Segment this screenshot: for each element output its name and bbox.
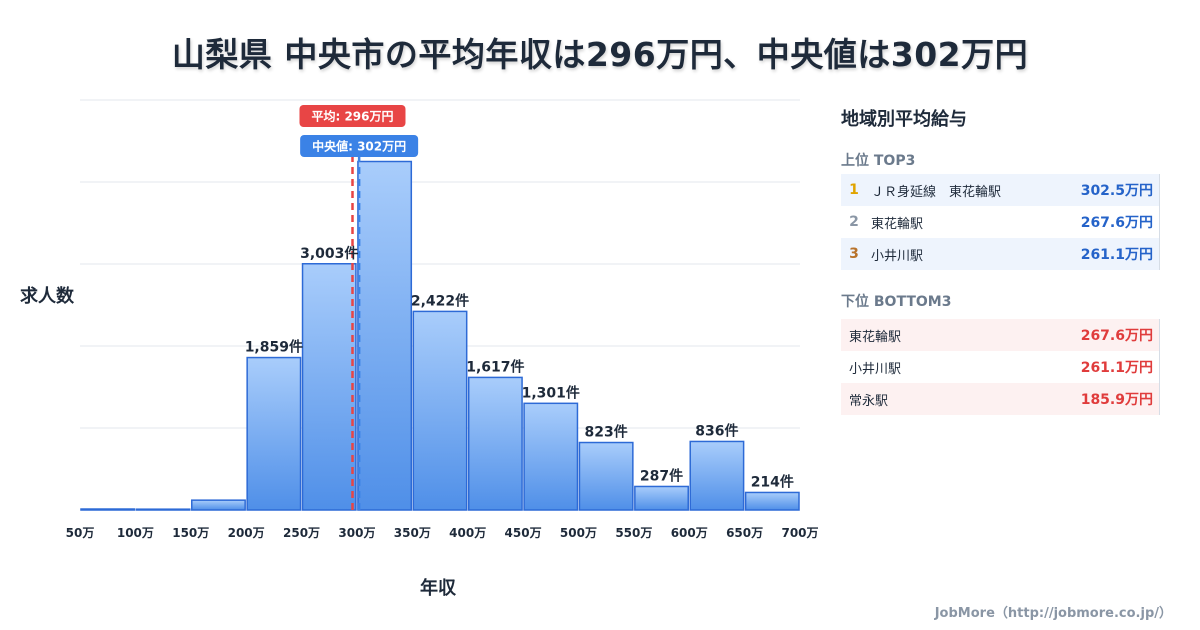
histogram-bar	[191, 499, 246, 511]
histogram-bar	[357, 160, 413, 511]
histogram-bar	[634, 485, 689, 511]
bottom-rank-row[interactable]: 東花輪駅 267.6万円	[841, 319, 1159, 351]
bar-data-label: 1,617件	[466, 358, 524, 375]
top-rank-row[interactable]: 1 ＪＲ身延線 東花輪駅 302.5万円	[841, 174, 1159, 206]
x-tick-label: 650万	[726, 526, 763, 540]
bar-data-label: 2,422件	[411, 292, 469, 309]
bar-data-label: 287件	[640, 467, 683, 484]
bar-data-label: 1,301件	[522, 384, 580, 401]
bottom-rank-row[interactable]: 常永駅 185.9万円	[841, 383, 1159, 415]
region-panel-title: 地域別平均給与	[841, 109, 967, 130]
station-name: 東花輪駅	[871, 216, 924, 232]
histogram-bar	[467, 376, 523, 511]
rank-number: 1	[849, 182, 859, 198]
histogram-bar	[744, 491, 800, 511]
station-name: 常永駅	[849, 393, 889, 409]
x-tick-label: 550万	[615, 526, 652, 540]
histogram-bar	[689, 440, 745, 511]
x-tick-label: 200万	[228, 526, 265, 540]
median-badge-bg	[300, 135, 419, 157]
bar-data-label: 214件	[751, 473, 794, 490]
mean-badge-bg	[299, 105, 406, 127]
x-tick-label: 350万	[394, 526, 431, 540]
station-name: 小井川駅	[849, 361, 902, 377]
salary-histogram: 1,859件 3,003件 2,422件 1,617件 1,301件 823件 287件 83…	[66, 99, 819, 540]
page-title: 山梨県 中央市の平均年収は296万円、中央値は302万円	[171, 35, 1029, 74]
histogram-bar	[578, 441, 634, 511]
bar-data-label: 836件	[695, 422, 738, 439]
x-tick-label: 600万	[671, 526, 708, 540]
top-section-title: 上位 TOP3	[841, 153, 916, 169]
top-rank-table: 1 ＪＲ身延線 東花輪駅 302.5万円 2 東花輪駅 267.6万円 3 小井…	[841, 174, 1160, 270]
bar-data-label: 823件	[585, 424, 628, 441]
bottom-rank-row[interactable]: 小井川駅 261.1万円	[841, 351, 1159, 383]
x-tick-label: 400万	[449, 526, 486, 540]
histogram-bar	[80, 508, 136, 511]
x-tick-label: 700万	[781, 526, 818, 540]
histogram-bar	[523, 402, 579, 511]
station-salary: 267.6万円	[1080, 215, 1153, 231]
footer-credit[interactable]: JobMore（http://jobmore.co.jp/）	[934, 606, 1172, 621]
bar-data-label: 3,003件	[300, 245, 358, 262]
histogram-bar	[246, 356, 302, 511]
x-tick-label: 450万	[505, 526, 542, 540]
station-salary: 261.1万円	[1080, 247, 1153, 263]
y-axis-label: 求人数	[20, 286, 74, 307]
station-salary: 267.6万円	[1080, 328, 1153, 344]
x-tick-label: 50万	[66, 526, 95, 540]
station-name: ＪＲ身延線 東花輪駅	[871, 184, 1002, 200]
median-badge: 中央値: 302万円	[300, 135, 419, 157]
bottom-rank-table: 東花輪駅 267.6万円 小井川駅 261.1万円 常永駅 185.9万円	[841, 319, 1160, 415]
station-salary: 185.9万円	[1080, 392, 1153, 408]
histogram-bar	[412, 310, 468, 511]
top-rank-row[interactable]: 3 小井川駅 261.1万円	[841, 238, 1159, 270]
rank-number: 2	[849, 214, 859, 230]
x-tick-label: 300万	[338, 526, 375, 540]
station-name: 東花輪駅	[849, 329, 902, 345]
x-tick-label: 500万	[560, 526, 597, 540]
x-axis-label: 年収	[420, 578, 456, 599]
station-name: 小井川駅	[871, 248, 924, 264]
x-tick-label: 150万	[172, 526, 209, 540]
top-rank-row[interactable]: 2 東花輪駅 267.6万円	[841, 206, 1159, 238]
rank-number: 3	[849, 246, 859, 262]
median-badge-text: 中央値: 302万円	[312, 139, 406, 154]
station-salary: 302.5万円	[1080, 183, 1153, 199]
histogram-bar	[301, 263, 357, 511]
mean-badge-text: 平均: 296万円	[311, 109, 393, 124]
mean-badge: 平均: 296万円	[299, 105, 406, 127]
bar-data-label: 1,859件	[245, 339, 303, 356]
x-tick-label: 100万	[117, 526, 154, 540]
station-salary: 261.1万円	[1080, 360, 1153, 376]
bottom-section-title: 下位 BOTTOM3	[841, 294, 952, 310]
histogram-bar	[135, 508, 191, 511]
x-tick-label: 250万	[283, 526, 320, 540]
